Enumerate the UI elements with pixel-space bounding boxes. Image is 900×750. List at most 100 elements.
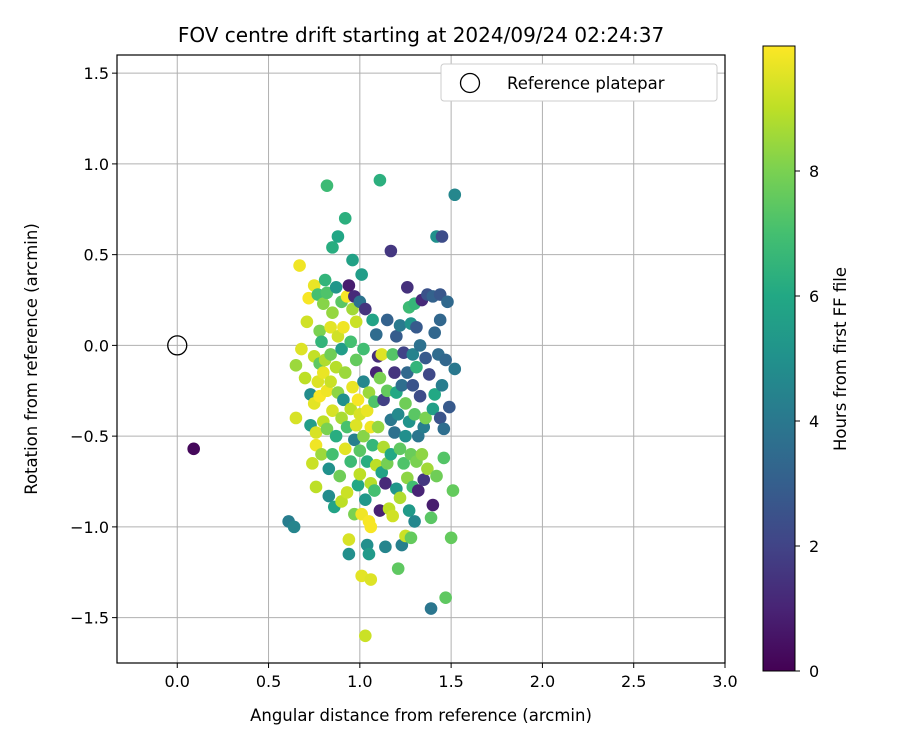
data-point [342,533,356,546]
data-point [384,244,398,258]
data-point [406,379,420,392]
data-point [443,400,456,414]
data-point [340,486,354,499]
x-tick-label: 3.0 [712,672,737,691]
data-point [422,368,436,381]
data-point [395,379,409,392]
data-point [371,420,385,434]
data-point [369,328,383,341]
data-point [335,342,348,356]
data-point [373,371,387,385]
data-point [289,411,303,425]
data-point [317,297,330,310]
data-point [411,484,425,497]
data-point [329,429,343,443]
data-point [320,179,334,192]
data-point [413,389,427,403]
data-point [342,547,356,561]
data-point [346,253,359,267]
data-point [386,509,399,523]
data-point [428,326,441,339]
axes-frame [116,54,726,664]
colorbar: 0 2 4 6 8 Hours from first FF file [762,45,850,681]
data-point [380,313,394,327]
data-point [399,429,412,443]
data-point [320,286,334,300]
data-point [351,478,365,492]
colorbar-tick-label: 0 [809,662,819,681]
data-point [401,471,414,485]
data-point [326,447,339,461]
data-point [437,451,451,465]
data-point [315,447,328,461]
data-point [362,386,376,399]
data-point [386,348,399,361]
data-point [406,348,420,361]
data-point [435,230,449,243]
data-point [379,477,392,490]
data-point [331,230,345,243]
data-point [324,375,337,388]
data-point [300,315,314,329]
data-point [309,480,323,494]
data-point [335,495,348,508]
chart-title: FOV centre drift starting at 2024/09/24 … [178,23,664,47]
y-axis-label: Rotation from reference (arcmin) [22,223,41,495]
data-point [411,429,425,443]
data-point [417,473,431,486]
y-tick-label: −0.5 [70,427,109,446]
data-point [338,442,352,456]
data-point [359,302,372,316]
data-point [326,241,339,254]
data-point [366,438,379,452]
data-point [351,393,365,407]
data-point [320,422,334,436]
data-point [315,335,328,349]
data-point [391,408,405,421]
data-point [344,402,358,416]
data-point [439,591,452,604]
data-point [433,313,447,327]
reference-platepar-point [167,335,188,356]
data-point [384,447,398,461]
data-point [388,366,401,379]
data-point [309,426,323,439]
y-axis-ticks: −1.5 −1.0 −0.5 0.0 0.5 1.0 1.5 [70,64,117,628]
data-point [421,462,434,476]
data-point [419,351,432,365]
y-tick-label: 1.5 [84,64,109,83]
data-point [357,375,370,388]
data-point [333,469,347,483]
data-point [329,281,343,294]
data-point [375,348,389,361]
data-point [373,173,387,187]
data-point [353,467,367,481]
data-point [337,320,350,334]
data-point [349,315,363,329]
data-point [349,353,363,367]
data-point [366,313,379,327]
data-point [402,504,416,517]
data-point [390,330,403,343]
data-point [441,295,454,309]
data-point [415,447,429,461]
data-point [357,342,370,356]
data-point [324,320,337,334]
y-tick-label: −1.0 [70,518,109,537]
data-point [408,515,421,528]
data-point [397,457,410,470]
data-point [357,429,370,443]
x-tick-label: 1.0 [347,672,372,691]
data-point [355,268,368,281]
data-point [335,411,348,425]
colorbar-tick-label: 6 [809,287,819,306]
data-point [435,379,449,392]
colorbar-tick-label: 8 [809,162,819,181]
data-point [359,493,372,506]
data-point [424,602,438,615]
data-point [364,573,378,586]
data-point [338,366,352,379]
data-point [322,462,336,476]
data-point [401,281,414,294]
